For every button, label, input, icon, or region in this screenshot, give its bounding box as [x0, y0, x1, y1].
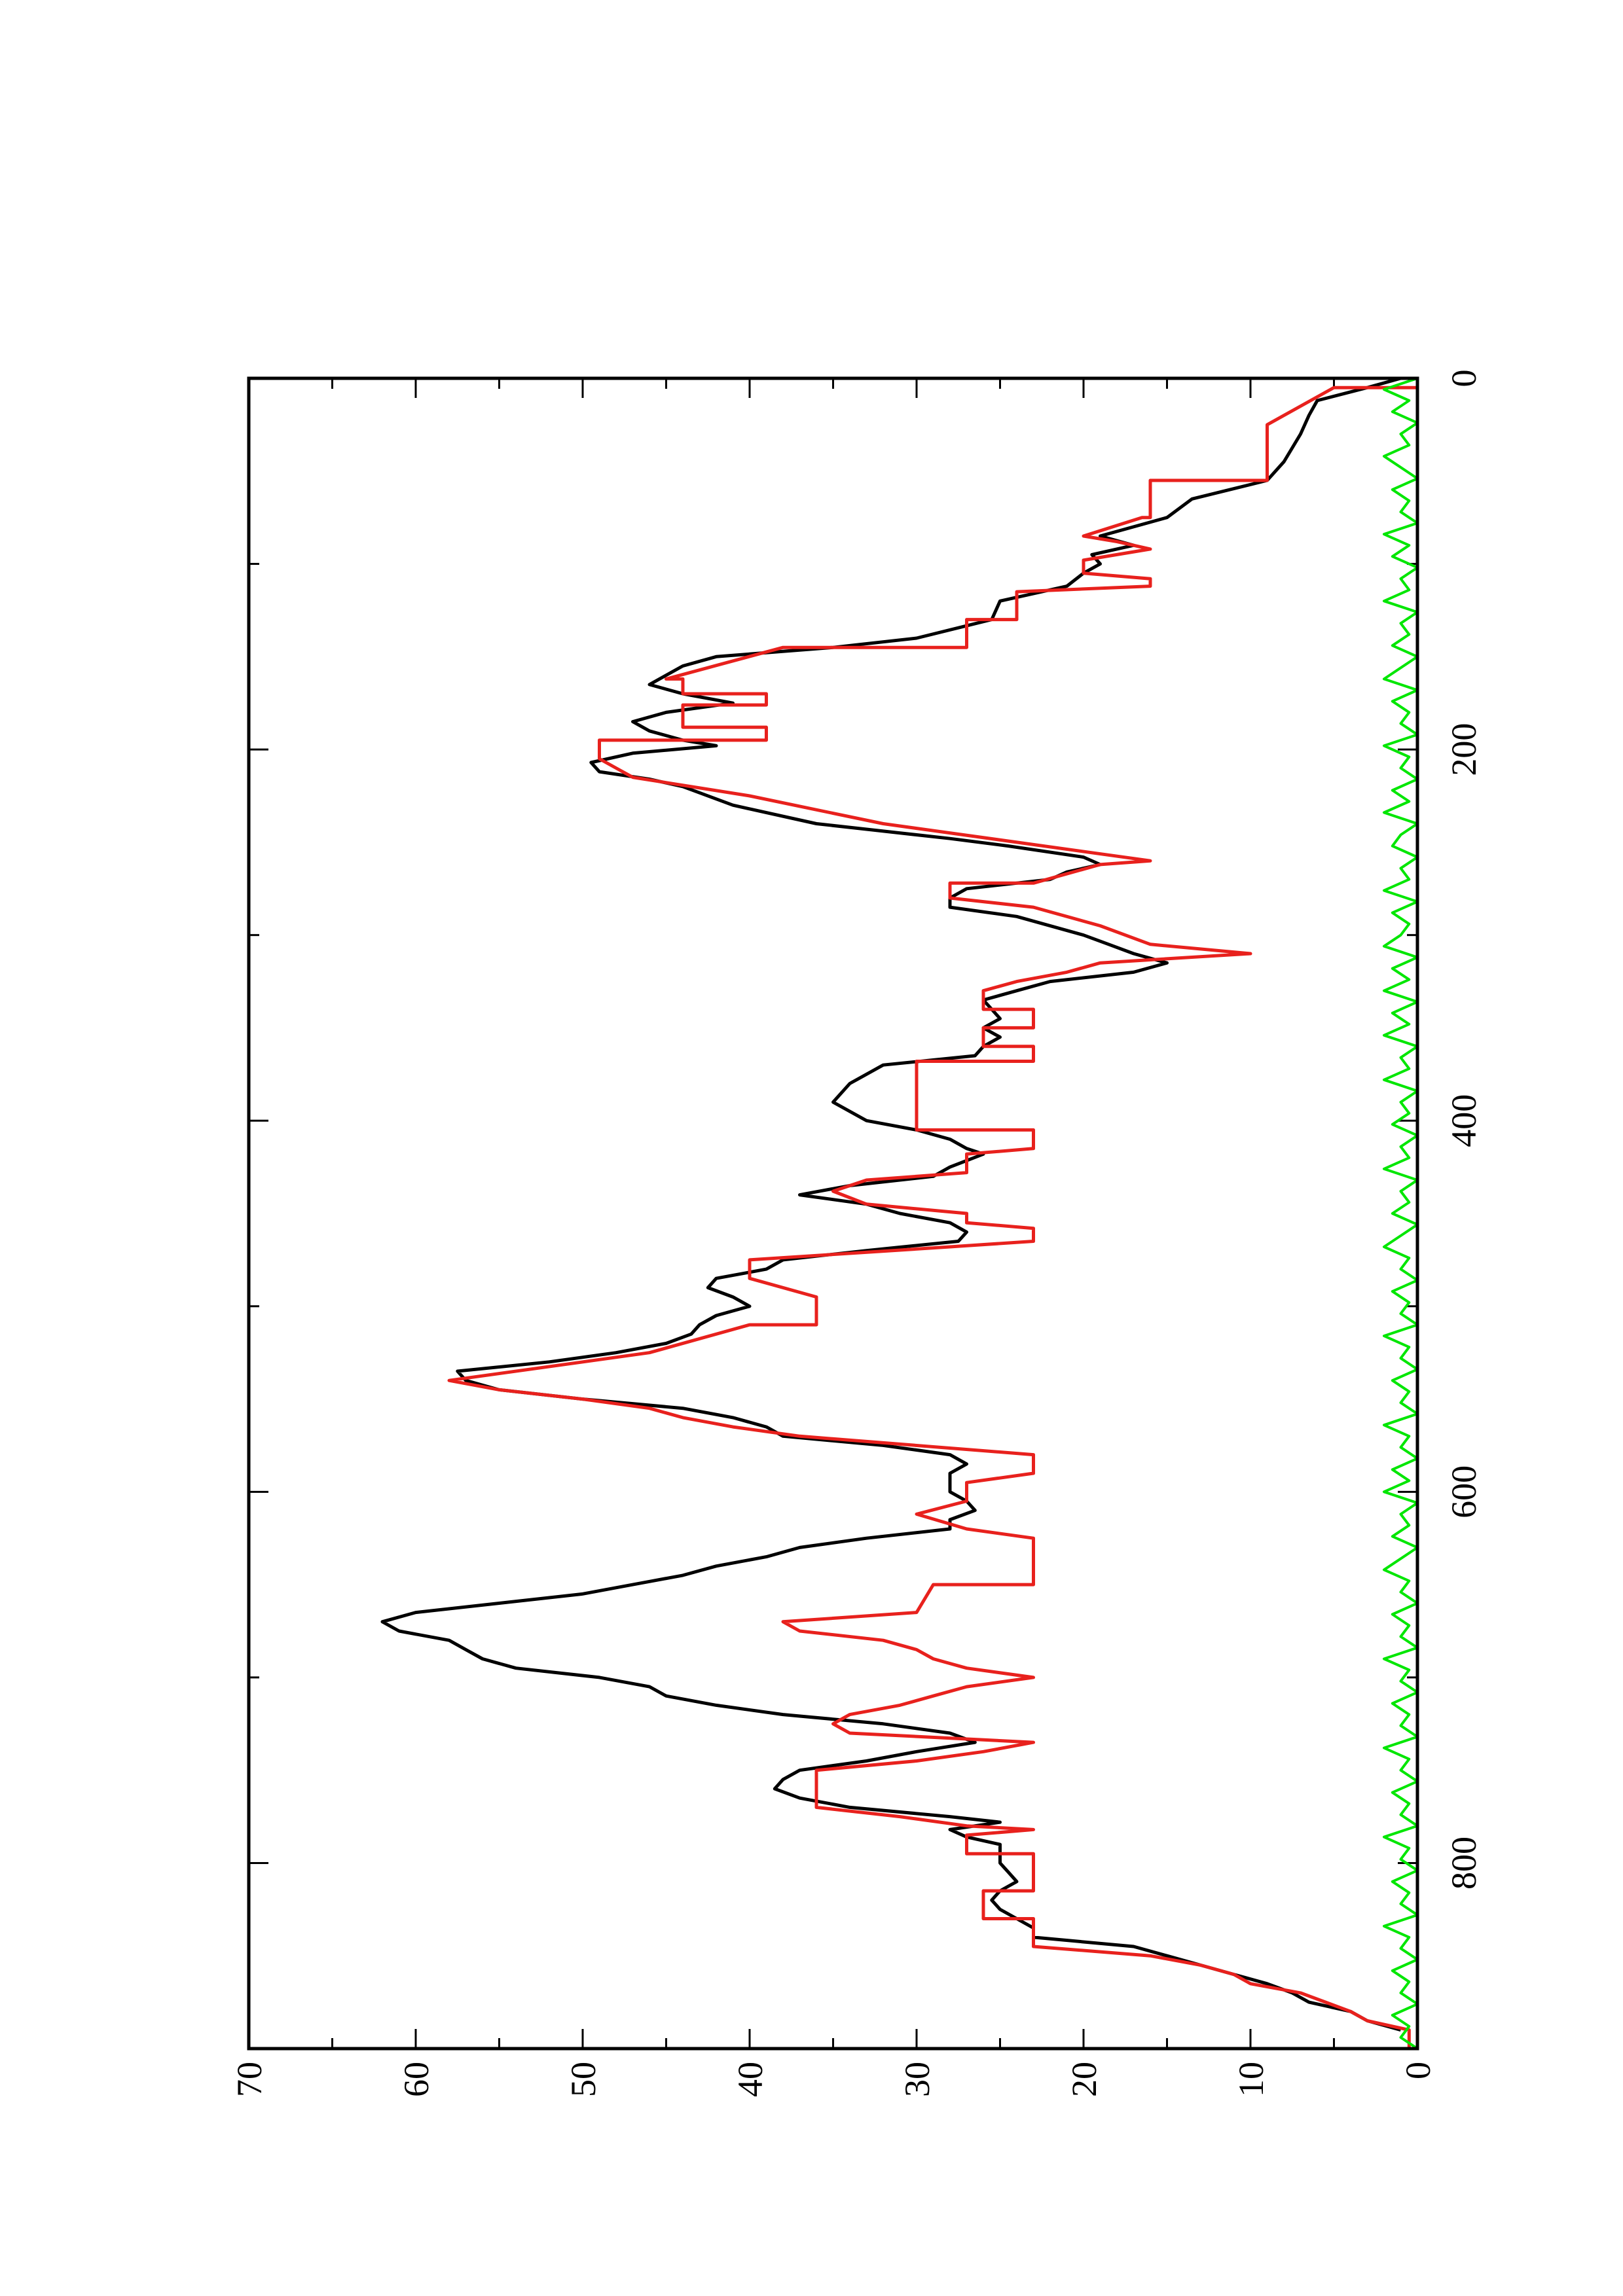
tick-labels: 0 200 400 600 800 0 10 20 30 40 50 60 70: [230, 370, 1484, 2098]
series-line-1: [380, 376, 1402, 2032]
tick-marks: [247, 377, 1419, 2049]
series-line-2: [447, 378, 1419, 2049]
y-tick-label: 20: [1065, 2062, 1104, 2097]
x-tick-label: 0: [1444, 370, 1484, 387]
y-tick-label: 70: [230, 2062, 269, 2097]
plot-frame: [247, 376, 1419, 2051]
y-tick-label: 30: [898, 2062, 937, 2097]
y-tick-label: 50: [564, 2062, 603, 2097]
series-line-3: [1383, 377, 1419, 2050]
y-tick-label: 40: [731, 2062, 770, 2097]
x-tick-label: 400: [1444, 1094, 1484, 1147]
x-tick-label: 200: [1444, 723, 1484, 776]
y-tick-label: 60: [397, 2062, 436, 2097]
y-tick-label: 10: [1231, 2062, 1271, 2097]
y-tick-label: 0: [1398, 2062, 1438, 2079]
series-lines: [380, 376, 1419, 2050]
x-tick-label: 800: [1444, 1837, 1484, 1890]
x-tick-label: 600: [1444, 1465, 1484, 1518]
